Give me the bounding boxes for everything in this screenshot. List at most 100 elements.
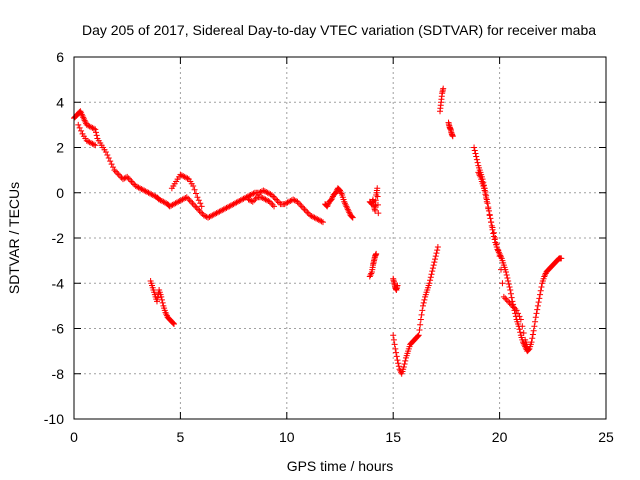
data-point [78,127,85,134]
data-point [416,327,423,334]
grid-lines [74,57,606,419]
data-point [93,132,100,139]
data-point [529,335,536,342]
data-point [374,201,381,208]
data-point [490,229,497,236]
data-point [153,298,160,305]
data-point [115,171,122,178]
data-point [319,219,326,226]
data-point [171,320,178,327]
data-point [391,341,398,348]
data-point [392,345,399,352]
data-point [481,187,488,194]
data-point [197,200,204,207]
data-point [434,244,441,251]
data-point [273,196,280,203]
data-point [532,318,539,325]
data-point [417,321,424,328]
data-point [188,198,195,205]
data-point [471,147,478,154]
data-point [525,346,532,353]
data-point [393,353,400,360]
data-point [269,201,276,208]
y-axis-title: SDTVAR / TECUs [6,182,22,294]
data-point [195,206,202,213]
data-point [492,235,499,241]
data-point [506,299,513,306]
data-point [513,307,520,314]
data-point [520,330,527,337]
data-point [502,268,509,275]
data-point [432,256,439,263]
data-point [400,363,407,370]
data-point [257,188,264,195]
data-point [434,247,441,254]
data-point [112,168,119,175]
data-point [505,277,512,284]
data-point [473,153,480,160]
data-point [275,199,282,206]
data-point [496,253,503,260]
data-point [111,167,118,174]
data-point [248,198,255,205]
data-point [349,214,356,221]
data-point [251,197,258,204]
data-point [110,164,117,171]
data-point [367,271,374,278]
data-point [114,170,121,177]
data-point [154,294,161,301]
data-point [375,210,382,217]
data-point [193,190,200,197]
data-point [394,357,401,364]
data-point [402,357,409,364]
data-point [76,124,83,131]
data-point [415,333,422,340]
x-tick-label: 15 [385,429,401,445]
data-point [291,197,298,204]
data-point [302,207,309,214]
x-tick-label: 25 [598,429,614,445]
data-point [301,206,308,213]
data-point [191,186,198,193]
x-tick-label: 20 [492,429,508,445]
data-point [426,280,433,287]
data-point [417,316,424,323]
data-point [517,329,524,336]
data-point [250,190,257,197]
data-point [418,311,425,318]
data-point [401,360,408,367]
data-point [427,274,434,281]
data-point [304,209,311,216]
data-point [158,296,165,303]
data-point [90,125,97,132]
data-point [516,326,523,333]
y-tick-label: 0 [56,185,64,201]
data-point [415,332,422,339]
data-point [538,284,545,291]
data-point [432,253,439,260]
data-point [471,144,478,151]
data-point [488,219,495,226]
data-point [427,277,434,284]
data-point [185,195,192,202]
y-tick-label: -4 [52,275,65,291]
data-point [428,271,435,278]
data-point [420,299,427,306]
data-point [419,302,426,309]
y-tick-label: 6 [56,49,64,65]
data-point [170,320,177,327]
data-point [194,194,201,201]
data-point [198,203,205,210]
data-point [503,271,510,278]
y-tick-label: -6 [52,321,65,337]
data-point [300,204,307,211]
data-point [90,141,97,148]
data-point [484,200,491,207]
data-point [104,152,111,159]
data-point [449,133,456,140]
data-point [508,294,515,301]
data-point [192,203,199,210]
data-point [390,332,397,339]
data-point [533,310,540,317]
data-point [75,121,82,128]
